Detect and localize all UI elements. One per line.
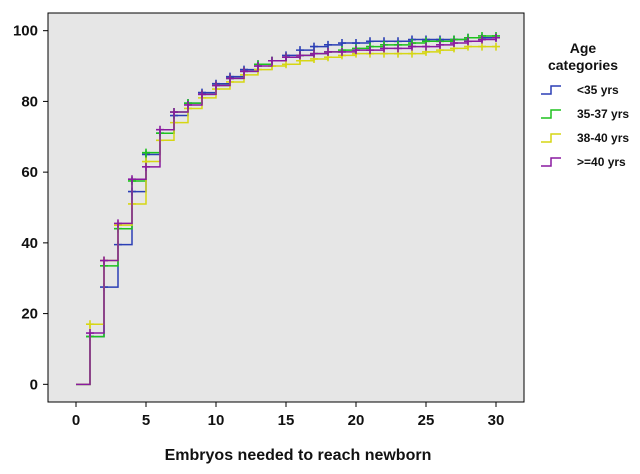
censor-marker (422, 42, 430, 51)
censor-marker (240, 67, 248, 76)
censor-marker (226, 74, 234, 83)
censor-marker (338, 47, 346, 56)
censor-marker (436, 40, 444, 49)
censor-marker (114, 219, 122, 228)
x-tick-label: 20 (348, 412, 365, 429)
series-layer (76, 31, 500, 386)
censor-marker (170, 108, 178, 117)
censor-marker (128, 175, 136, 184)
y-tick-label: 20 (21, 306, 38, 323)
x-tick-label: 5 (142, 412, 150, 429)
censor-marker (212, 81, 220, 90)
censor-marker (86, 329, 94, 338)
censor-marker (282, 60, 290, 69)
y-tick-label: 40 (21, 235, 38, 252)
censor-marker (142, 162, 150, 171)
censor-marker (184, 100, 192, 109)
censor-marker (254, 62, 262, 71)
x-tick-label: 25 (418, 412, 435, 429)
censor-marker (408, 42, 416, 51)
censor-marker (324, 40, 332, 49)
censor-marker (492, 42, 500, 51)
censor-marker (352, 46, 360, 55)
censor-marker (478, 35, 486, 44)
legend-swatch (541, 85, 561, 95)
x-axis-title: Embryos needed to reach newborn (165, 447, 432, 464)
legend-title: Age (570, 40, 597, 56)
censor-marker (310, 42, 318, 51)
y-tick-label: 80 (21, 93, 38, 110)
y-tick-label: 100 (13, 23, 38, 40)
series-3 (76, 33, 500, 386)
legend-title: categories (548, 57, 618, 73)
censor-marker (324, 47, 332, 56)
censor-marker (492, 33, 500, 42)
censor-marker (198, 90, 206, 99)
plot-area (47, 12, 525, 403)
censor-marker (394, 44, 402, 53)
legend-label: >=40 yrs (577, 155, 626, 169)
y-axis: 0 20 40 60 80 100 (13, 23, 48, 393)
legend-label: <35 yrs (577, 83, 619, 97)
x-tick-label: 10 (208, 412, 225, 429)
censor-marker (338, 39, 346, 48)
censor-marker (282, 53, 290, 62)
censor-marker (100, 256, 108, 265)
censor-marker (310, 49, 318, 58)
legend-label: 35-37 yrs (577, 107, 629, 121)
x-tick-label: 0 (72, 412, 80, 429)
censor-marker (156, 125, 164, 134)
censor-marker (366, 46, 374, 55)
y-tick-label: 0 (30, 376, 38, 393)
censor-marker (408, 49, 416, 58)
censor-marker (450, 39, 458, 48)
legend-swatch (541, 157, 561, 167)
legend-swatch (541, 109, 561, 119)
censor-marker (268, 56, 276, 65)
x-tick-label: 15 (278, 412, 295, 429)
x-tick-label: 30 (488, 412, 505, 429)
censor-marker (478, 42, 486, 51)
censor-marker (464, 37, 472, 46)
x-axis: 0 5 10 15 20 25 30 (72, 402, 505, 429)
censor-marker (296, 51, 304, 60)
censor-marker (380, 44, 388, 53)
censor-marker (142, 148, 150, 157)
censor-marker (86, 320, 94, 329)
y-tick-label: 60 (21, 164, 38, 181)
legend-swatch (541, 133, 561, 143)
legend-label: 38-40 yrs (577, 131, 629, 145)
